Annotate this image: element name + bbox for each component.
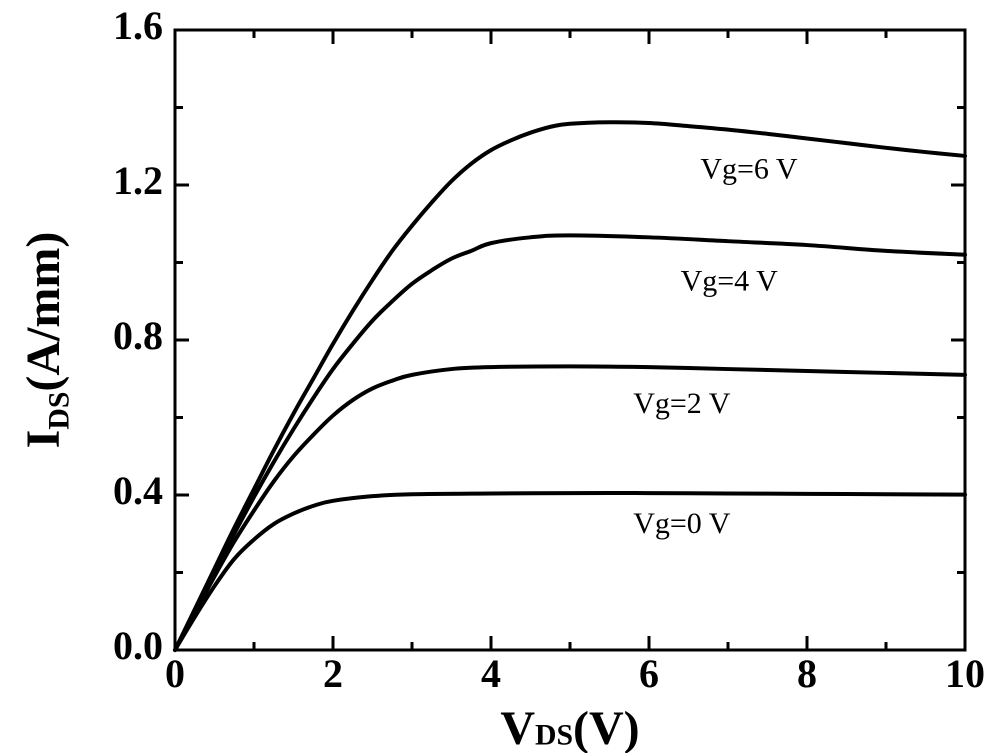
y-tick-label: 1.2 — [113, 158, 163, 203]
y-tick-label: 0.4 — [113, 468, 163, 513]
y-axis-title: IDS(A/mm) — [17, 232, 75, 449]
series-curve — [175, 122, 965, 650]
x-tick-label: 2 — [323, 651, 343, 696]
y-tick-label: 0.8 — [113, 313, 163, 358]
y-tick-label: 1.6 — [113, 3, 163, 48]
chart-svg: 0 2 4 6 8 10 0.0 0.4 0.8 1.2 1.6 Vg=0 V Vg=2 V Vg=4 V… — [0, 0, 1000, 753]
series-curve — [175, 366, 965, 650]
y-tick-label: 0.0 — [113, 623, 163, 668]
x-tick-label: 0 — [165, 651, 185, 696]
series-curve — [175, 235, 965, 650]
x-axis-title: VDS(V) — [500, 702, 639, 753]
x-tick-label: 4 — [481, 651, 501, 696]
series-label: Vg=0 V — [633, 507, 731, 540]
series-label: Vg=6 V — [700, 152, 798, 185]
x-tick-label: 10 — [945, 651, 985, 696]
x-tick-label: 6 — [639, 651, 659, 696]
series-curve — [175, 493, 965, 650]
series-label: Vg=2 V — [633, 387, 731, 420]
iv-curve-chart: 0 2 4 6 8 10 0.0 0.4 0.8 1.2 1.6 Vg=0 V Vg=2 V Vg=4 V… — [0, 0, 1000, 753]
series-label: Vg=4 V — [681, 265, 779, 298]
x-tick-label: 8 — [797, 651, 817, 696]
